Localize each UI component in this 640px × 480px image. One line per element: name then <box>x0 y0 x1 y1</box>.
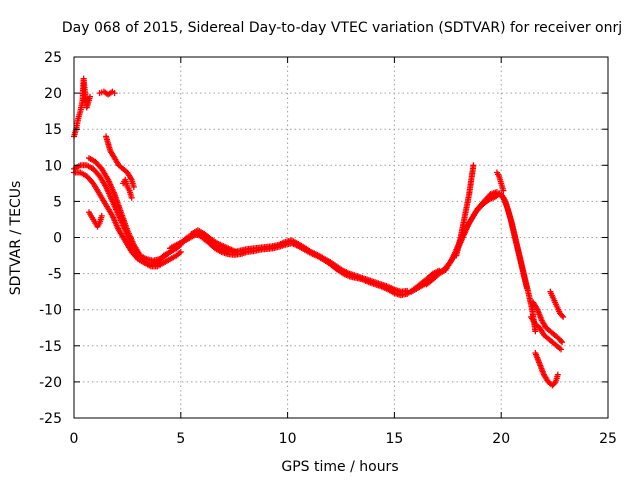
grid-lines <box>74 57 608 418</box>
series-arc-2 <box>96 88 118 98</box>
data-point <box>523 285 530 292</box>
series-arc-13 <box>423 189 530 292</box>
data-point <box>233 248 240 255</box>
data-point <box>559 339 566 346</box>
y-tick-label: 25 <box>44 50 62 66</box>
x-tick-label: 10 <box>279 431 297 447</box>
data-point <box>128 194 135 201</box>
series-arc-5 <box>85 155 169 264</box>
y-tick-label: 15 <box>44 122 62 138</box>
series-arc-8 <box>120 176 135 201</box>
series-arc-4 <box>71 169 184 268</box>
x-tick-label: 15 <box>385 431 403 447</box>
data-point <box>177 248 184 255</box>
axis-tick-labels: 0 5 10 15 20 25 -25 -20 -15 -10 -5 0 5 10 15 20 25 <box>39 50 617 447</box>
data-point <box>470 162 477 169</box>
series-arc-11 <box>188 227 240 255</box>
axis-ticks <box>73 56 609 419</box>
data-points <box>71 75 567 389</box>
x-tick-label: 0 <box>70 431 79 447</box>
series-arc-16 <box>530 299 566 346</box>
data-point-fill <box>558 337 565 344</box>
y-tick-label: -15 <box>39 339 62 355</box>
y-tick-label: -5 <box>48 267 62 283</box>
data-point <box>404 287 411 294</box>
series-arc-14 <box>453 162 477 259</box>
data-point <box>532 328 539 335</box>
data-point <box>98 212 105 219</box>
data-point <box>558 346 565 353</box>
series-arc-15 <box>493 169 507 194</box>
series-arc-18 <box>547 288 567 320</box>
x-tick-label: 5 <box>176 431 185 447</box>
data-point <box>87 93 94 100</box>
series-arc-6 <box>103 133 137 190</box>
y-tick-label: -25 <box>39 411 62 427</box>
series-arc-7 <box>85 209 105 230</box>
chart-title: Day 068 of 2015, Sidereal Day-to-day VTE… <box>62 20 622 36</box>
data-point <box>130 183 137 190</box>
series-arc-17 <box>528 313 565 353</box>
data-point <box>554 371 561 378</box>
x-axis-label: GPS time / hours <box>281 459 398 475</box>
y-tick-label: 5 <box>53 194 62 210</box>
y-tick-label: -10 <box>39 303 62 319</box>
series-arc-19 <box>532 350 561 389</box>
y-axis-label: SDTVAR / TECUs <box>8 181 24 296</box>
series-arc-10 <box>167 231 411 295</box>
y-tick-label: 20 <box>44 86 62 102</box>
y-tick-label: -20 <box>39 375 62 391</box>
data-point-fill <box>559 312 566 319</box>
data-point-fill <box>551 380 558 387</box>
y-tick-label: 0 <box>53 231 62 247</box>
data-point <box>111 90 118 97</box>
y-tick-label: 10 <box>44 158 62 174</box>
data-point <box>560 313 567 320</box>
data-point <box>500 187 507 194</box>
x-tick-label: 20 <box>492 431 510 447</box>
x-tick-label: 25 <box>599 431 617 447</box>
